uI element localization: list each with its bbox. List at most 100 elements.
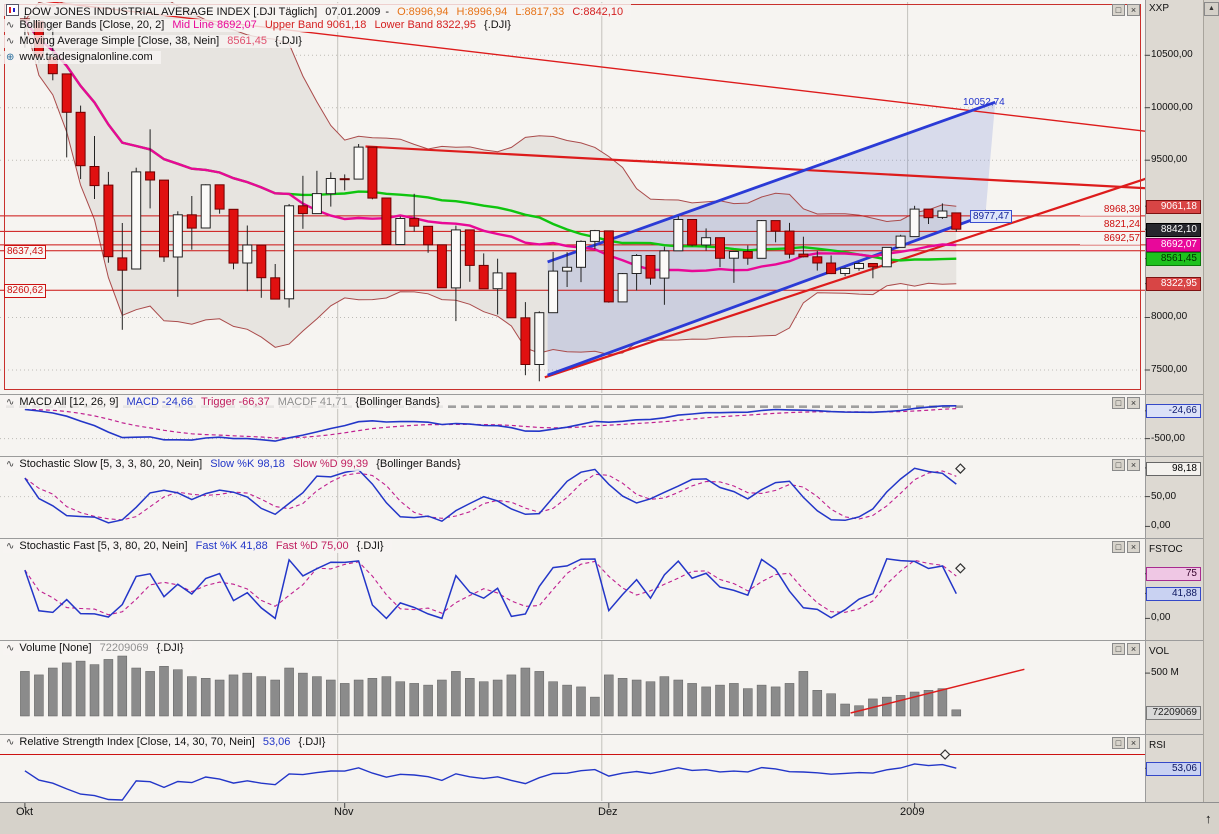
panel-separator — [0, 734, 1203, 735]
stoch-slow-panel-buttons: □ × — [1112, 459, 1140, 471]
stochastic-slow-header: ∿ Stochastic Slow [5, 3, 3, 80, 20, Nein]… — [3, 458, 469, 471]
volume-value: 72209069 — [99, 642, 149, 654]
stoch-fast-k-tag: 41,88 — [1146, 587, 1201, 601]
close-panel-button[interactable]: × — [1127, 541, 1140, 553]
axis-label-dez: Dez — [598, 806, 618, 818]
bollinger-lower-tag: 8322,95 — [1146, 277, 1201, 291]
main-panel-buttons: □ × — [1112, 4, 1140, 16]
symbol-title: DOW JONES INDUSTRIAL AVERAGE INDEX [.DJI… — [24, 6, 318, 18]
maximize-panel-button[interactable]: □ — [1112, 459, 1125, 471]
bollinger-mid-value: Mid Line 8692,07 — [172, 19, 257, 31]
close-panel-button[interactable]: × — [1127, 459, 1140, 471]
rsi-header: ∿ Relative Strength Index [Close, 14, 30,… — [3, 736, 334, 749]
quote-open: O:8996,94 — [397, 6, 449, 18]
price-level-label[interactable]: 8637,43 — [4, 245, 47, 259]
maximize-panel-button[interactable]: □ — [1112, 397, 1125, 409]
macd-label: MACD All [12, 26, 9] — [19, 396, 119, 408]
bollinger-label: Bollinger Bands [Close, 20, 2] — [19, 19, 165, 31]
quote-date: 07.01.2009 — [325, 6, 381, 18]
price-scale-tick: 7500,00 — [1151, 364, 1188, 375]
volume-scale-tick: 500 M — [1151, 667, 1179, 678]
indicator-wave-icon: ∿ — [6, 643, 15, 654]
rsi-label: Relative Strength Index [Close, 14, 30, … — [19, 736, 255, 748]
panel-separator — [0, 538, 1203, 539]
axis-label-okt: Okt — [16, 806, 34, 818]
quote-low: L:8817,33 — [515, 6, 565, 18]
maximize-panel-button[interactable]: □ — [1112, 4, 1125, 16]
volume-header: ∿ Volume [None] 72209069 {.DJI} — [3, 642, 192, 655]
vertical-scrollbar[interactable] — [1203, 0, 1219, 802]
macdf-value: MACDF 41,71 — [277, 396, 348, 408]
stoch-slow-k-value: Slow %K 98,18 — [210, 458, 285, 470]
volume-panel-buttons: □ × — [1112, 643, 1140, 655]
candlestick-chart-icon — [6, 4, 19, 16]
ma-suffix: {.DJI} — [275, 35, 302, 47]
price-scale-tick: 8000,00 — [1151, 311, 1188, 322]
indicator-wave-icon: ∿ — [6, 397, 15, 408]
indicator-wave-icon: ∿ — [6, 541, 15, 552]
bollinger-lower-value: Lower Band 8322,95 — [374, 19, 476, 31]
axis-label-nov: Nov — [334, 806, 354, 818]
rsi-suffix: {.DJI} — [298, 736, 326, 748]
stoch-fast-d-tag: 75 — [1146, 567, 1201, 581]
rsi-panel-buttons: □ × — [1112, 737, 1140, 749]
close-panel-button[interactable]: × — [1127, 643, 1140, 655]
panel-separator — [0, 394, 1203, 395]
stoch-fast-panel-buttons: □ × — [1112, 541, 1140, 553]
stoch-slow-value-tag: 98,18 — [1146, 462, 1201, 476]
maximize-panel-button[interactable]: □ — [1112, 643, 1125, 655]
stoch-fast-suffix: {.DJI} — [356, 540, 384, 552]
price-level-label[interactable]: 8821,24 — [1080, 219, 1140, 231]
price-scale-tick: 10500,00 — [1151, 49, 1193, 60]
indicator-wave-icon: ∿ — [6, 459, 15, 470]
sma-value-tag: 8561,45 — [1146, 252, 1201, 266]
price-scale-tick: 10000,00 — [1151, 102, 1193, 113]
price-level-label[interactable]: 8968,39 — [1080, 204, 1140, 216]
stoch-slow-suffix: {Bollinger Bands} — [376, 458, 461, 470]
price-level-label[interactable]: 8260,62 — [4, 284, 47, 298]
macd-value: MACD -24,66 — [126, 396, 194, 408]
stoch-slow-scale-tick: 50,00 — [1151, 491, 1177, 502]
bollinger-upper-tag: 9061,18 — [1146, 200, 1201, 214]
trendline-value-label[interactable]: 10052,74 — [963, 97, 1005, 108]
price-scale-column[interactable] — [1145, 0, 1204, 802]
globe-icon: ⊕ — [6, 52, 15, 63]
panel-separator — [0, 456, 1203, 457]
trendline-value-label[interactable]: 8977,47 — [970, 210, 1013, 223]
macd-header: ∿ MACD All [12, 26, 9] MACD -24,66 Trigge… — [3, 396, 448, 409]
bollinger-header: ∿ Bollinger Bands [Close, 20, 2] Mid Line… — [3, 19, 519, 32]
stoch-fast-label: Stochastic Fast [5, 3, 80, 20, Nein] — [19, 540, 188, 552]
maximize-panel-button[interactable]: □ — [1112, 737, 1125, 749]
ma-value: 8561,45 — [227, 35, 267, 47]
rsi-scale-name: RSI — [1149, 740, 1166, 751]
maximize-panel-button[interactable]: □ — [1112, 541, 1125, 553]
close-panel-button[interactable]: × — [1127, 4, 1140, 16]
macd-suffix: {Bollinger Bands} — [355, 396, 440, 408]
scrollbar-up-button[interactable]: ▲ — [1204, 2, 1219, 16]
watermark-link[interactable]: ⊕ www.tradesignalonline.com — [3, 51, 161, 64]
main-chart-header: DOW JONES INDUSTRIAL AVERAGE INDEX [.DJI… — [3, 3, 632, 18]
quote-high: H:8996,94 — [456, 6, 508, 18]
close-panel-button[interactable]: × — [1127, 397, 1140, 409]
indicator-wave-icon: ∿ — [6, 737, 15, 748]
close-panel-button[interactable]: × — [1127, 737, 1140, 749]
indicator-wave-icon: ∿ — [6, 36, 15, 47]
macd-panel-buttons: □ × — [1112, 397, 1140, 409]
stoch-slow-d-value: Slow %D 99,39 — [292, 458, 369, 470]
stoch-fast-k-value: Fast %K 41,88 — [195, 540, 268, 552]
watermark-url[interactable]: www.tradesignalonline.com — [19, 51, 153, 63]
macd-value-tag: -24,66 — [1146, 404, 1201, 418]
quote-close: C:8842,10 — [572, 6, 624, 18]
stoch-fast-scale-tick: 0,00 — [1151, 612, 1171, 623]
volume-value-tag: 72209069 — [1146, 706, 1201, 720]
indicator-wave-icon: ∿ — [6, 20, 15, 31]
scroll-to-top-button[interactable]: ↑ — [1205, 811, 1212, 826]
price-level-label[interactable]: 8692,57 — [1080, 233, 1140, 245]
macd-scale-tick: -500,00 — [1151, 433, 1185, 444]
stoch-fast-scale-name: FSTOC — [1149, 544, 1183, 555]
time-axis-bar[interactable] — [0, 802, 1219, 834]
macd-trigger-value: Trigger -66,37 — [201, 396, 270, 408]
bollinger-suffix: {.DJI} — [484, 19, 511, 31]
